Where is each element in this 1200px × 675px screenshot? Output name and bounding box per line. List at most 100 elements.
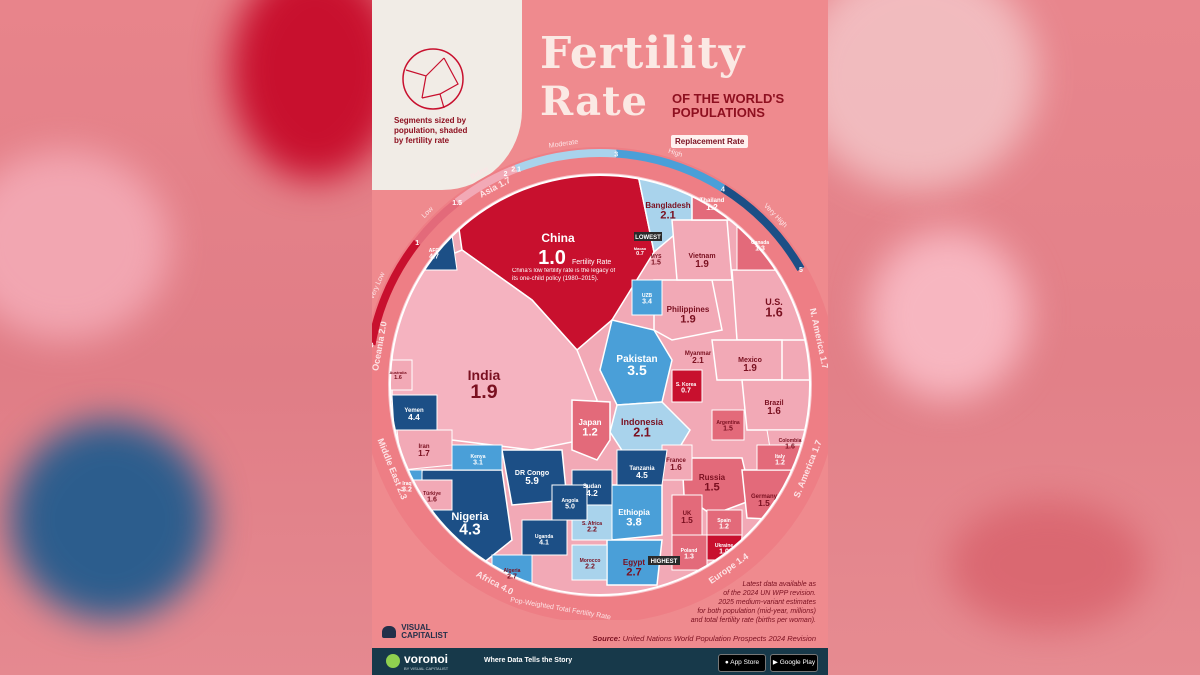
- cell-japan: [571, 399, 611, 461]
- china-name: China: [541, 231, 575, 245]
- scale-tick-4: 4: [721, 186, 725, 193]
- label-egypt: Egypt: [623, 558, 646, 567]
- label-germany: Germany: [751, 494, 778, 500]
- label-u-s-: U.S.: [765, 297, 783, 307]
- value-japan: 1.2: [582, 426, 598, 438]
- label-canada: Canada: [751, 240, 769, 246]
- value-russia: 1.5: [704, 481, 720, 493]
- value-colombia: 1.6: [785, 444, 795, 451]
- app-store-button[interactable]: ● App Store: [718, 654, 766, 672]
- label-spain: Spain: [717, 518, 731, 524]
- infographic-poster: Segments sized by population, shaded by fe…: [372, 0, 828, 675]
- value-thailand: 1.2: [706, 202, 718, 212]
- value-iran: 1.7: [418, 448, 430, 458]
- value-macao: 0.7: [636, 251, 644, 257]
- value-vietnam: 1.9: [695, 259, 709, 270]
- title-line-1: Fertility: [540, 28, 746, 79]
- lowest-label: LOWEST: [635, 235, 661, 241]
- scale-band-4: [514, 149, 617, 173]
- value-s-korea: 0.7: [681, 388, 691, 395]
- label-tanzania: Tanzania: [629, 466, 655, 472]
- label-kenya: Kenya: [470, 454, 485, 460]
- backdrop-blob: [868, 230, 1028, 400]
- label-uk: UK: [683, 511, 692, 517]
- left-blurred-backdrop: [0, 0, 372, 675]
- china-note-box: China's low fertility rate is the legacy…: [512, 268, 615, 282]
- value-u-s-: 1.6: [765, 306, 783, 320]
- value-yemen: 4.4: [408, 412, 420, 422]
- label-thailand: Thailand: [700, 198, 725, 204]
- backdrop-blob: [0, 150, 170, 340]
- scale-tick-2: 2: [504, 171, 508, 178]
- scale-tick-1: 1: [415, 240, 419, 247]
- legend-note: Segments sized by population, shaded by fe…: [394, 116, 468, 145]
- label-nigeria: Nigeria: [451, 511, 489, 523]
- label-italy: Italy: [775, 454, 785, 460]
- visual-capitalist-logo: VISUAL CAPITALIST: [382, 624, 448, 640]
- value-ukraine: 1.0: [719, 549, 729, 556]
- bottom-brand-bar: voronoi BY VISUAL CAPITALIST Where Data …: [372, 648, 828, 675]
- backdrop-blob: [948, 500, 1148, 630]
- value-uganda: 4.1: [539, 540, 549, 547]
- label-mexico: Mexico: [738, 357, 762, 364]
- scale-tick-5: 5: [799, 267, 803, 274]
- label-ethiopia: Ethiopia: [618, 508, 650, 517]
- title-subtitle: OF THE WORLD'S POPULATIONS: [672, 91, 785, 120]
- scale-band-1: [372, 239, 421, 346]
- cell-skorea: [671, 369, 703, 403]
- value-myanmar: 2.1: [692, 355, 704, 365]
- value-kenya: 3.1: [473, 460, 483, 467]
- lowest-badge: [634, 232, 662, 241]
- scale-band-3: [454, 164, 518, 206]
- replacement-rate-label: Replacement Rate: [671, 135, 749, 148]
- value-india: 1.9: [470, 381, 497, 403]
- label-russia: Russia: [699, 473, 726, 482]
- label-philippines: Philippines: [667, 305, 710, 314]
- label-japan: Japan: [578, 418, 601, 427]
- value-philippines: 1.9: [680, 313, 696, 325]
- value-indonesia: 2.1: [633, 426, 651, 440]
- value-brazil: 1.6: [767, 406, 781, 417]
- value-algeria: 2.7: [507, 574, 517, 581]
- scale-tick-3: 3: [614, 152, 618, 159]
- value-uzb: 3.4: [642, 299, 652, 306]
- highest-badge: [648, 556, 680, 565]
- value-france: 1.6: [670, 462, 682, 472]
- cream-corner: [372, 0, 522, 190]
- china-unit: Fertility Rate: [572, 259, 611, 266]
- label-india: India: [468, 367, 501, 383]
- scale-band-5: [615, 149, 726, 192]
- label-algeria: Algeria: [504, 568, 521, 574]
- label-uganda: Uganda: [535, 534, 554, 540]
- label-ukraine: Ukraine: [715, 543, 734, 549]
- value-bangladesh: 2.1: [660, 209, 676, 221]
- label-france: France: [666, 458, 686, 464]
- value-nigeria: 4.3: [459, 521, 480, 538]
- value-ethiopia: 3.8: [626, 516, 642, 528]
- voronoi-wordmark: voronoi: [404, 652, 448, 666]
- label-myanmar: Myanmar: [685, 351, 712, 357]
- label-indonesia: Indonesia: [621, 417, 664, 427]
- value-dr-congo: 5.9: [525, 476, 539, 487]
- value-tanzania: 4.5: [636, 470, 648, 480]
- label-poland: Poland: [681, 548, 698, 554]
- label-yemen: Yemen: [404, 408, 424, 414]
- value-pakistan: 3.5: [627, 362, 647, 378]
- cell-morocco: [571, 544, 608, 581]
- label-macao: Macao: [634, 246, 647, 251]
- title-line-2: Rate: [540, 78, 649, 125]
- value-spain: 1.2: [719, 524, 729, 531]
- google-play-button[interactable]: ▶ Google Play: [770, 654, 818, 672]
- label-vietnam: Vietnam: [688, 253, 715, 260]
- value-egypt: 2.7: [626, 566, 642, 578]
- cell-uzb: [631, 279, 663, 316]
- label-s-africa: S. Africa: [582, 521, 602, 527]
- label-uzb: UZB: [642, 293, 653, 299]
- value-uk: 1.5: [681, 515, 693, 525]
- value-argentina: 1.5: [723, 426, 733, 433]
- backdrop-blob: [828, 0, 1038, 190]
- value-australia: 1.6: [394, 375, 402, 381]
- vc-logo-icon: [382, 626, 396, 638]
- label-iran: Iran: [418, 444, 429, 450]
- value-morocco: 2.2: [585, 564, 595, 571]
